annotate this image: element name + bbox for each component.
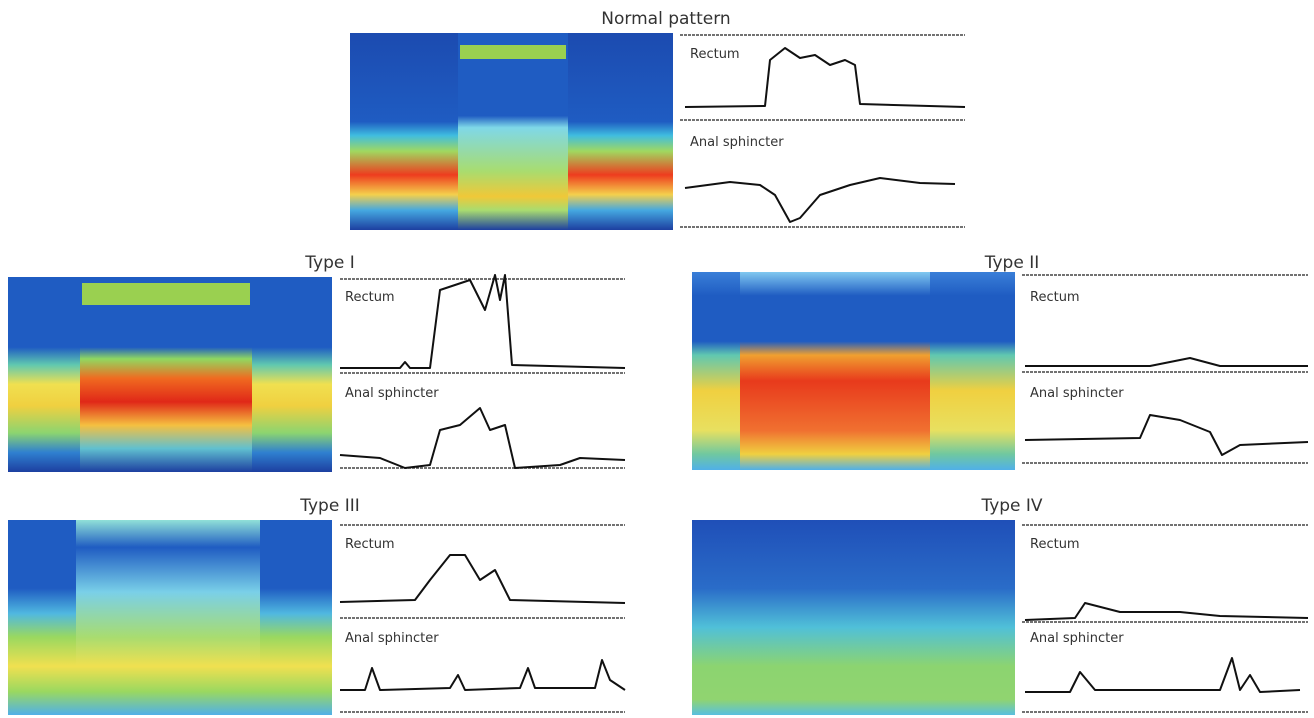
heatmap-block: [458, 33, 568, 230]
trace: [1024, 414, 1309, 456]
trace-label: Rectum: [690, 47, 740, 62]
panel-title: Type I: [304, 253, 354, 273]
trace: [340, 659, 626, 691]
trace: [1025, 657, 1301, 693]
trace: [1025, 357, 1308, 367]
panel-title: Type II: [984, 253, 1039, 273]
trace-label: Anal sphincter: [1030, 386, 1124, 401]
trace-label: Rectum: [345, 290, 395, 305]
panel-title: Type IV: [980, 496, 1042, 516]
trace: [684, 177, 956, 223]
trace-label: Anal sphincter: [345, 386, 439, 401]
heatmap-band: [460, 45, 566, 59]
trace: [684, 47, 966, 108]
heatmap: [692, 520, 1015, 715]
heatmap-block: [76, 520, 260, 715]
trace-label: Rectum: [1030, 290, 1080, 305]
trace: [339, 554, 626, 604]
trace-label: Anal sphincter: [690, 135, 784, 150]
trace-label: Anal sphincter: [1030, 631, 1124, 646]
heatmap-block: [740, 272, 930, 470]
panel-title: Normal pattern: [601, 9, 730, 29]
trace-label: Anal sphincter: [345, 631, 439, 646]
heatmap-band: [82, 283, 250, 305]
heatmap-block: [80, 277, 252, 472]
trace-label: Rectum: [1030, 537, 1080, 552]
trace: [339, 407, 626, 469]
trace-label: Rectum: [345, 537, 395, 552]
trace: [340, 274, 626, 369]
panel-title: Type III: [299, 496, 360, 516]
trace: [1024, 602, 1309, 621]
